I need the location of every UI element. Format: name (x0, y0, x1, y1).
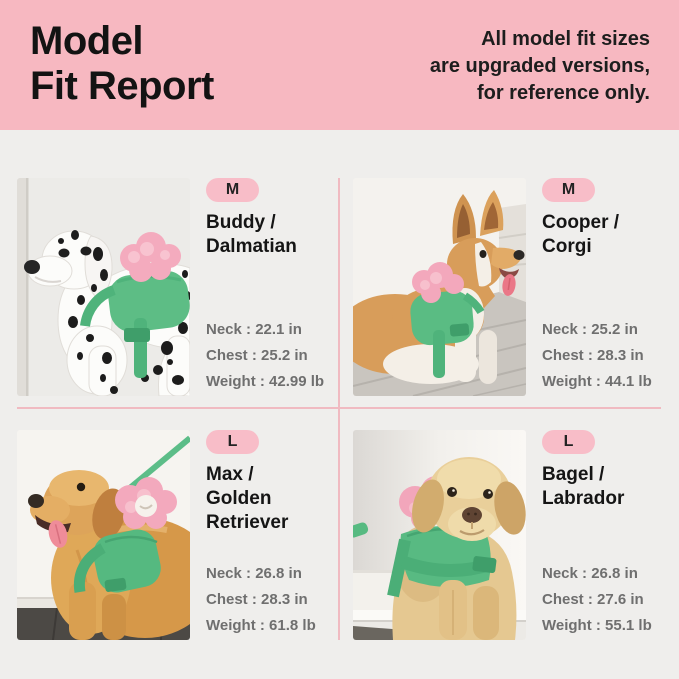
model-specs: Neck : 26.8 in Chest : 28.3 in Weight : … (206, 561, 338, 640)
header-note-line3: for reference only. (476, 82, 650, 104)
model-name: Buddy / Dalmatian (206, 212, 297, 257)
chest-spec: Chest : 25.2 in (206, 347, 308, 364)
size-badge: M (206, 178, 259, 202)
model-specs: Neck : 22.1 in Chest : 25.2 in Weight : … (206, 317, 338, 396)
model-info: M Buddy / Dalmatian Neck : 22.1 in Chest… (206, 178, 338, 396)
weight-spec: Weight : 42.99 lb (206, 373, 325, 390)
chest-spec: Chest : 28.3 in (206, 591, 308, 608)
header-note: All model fit sizes are upgraded version… (430, 26, 650, 107)
page-title-line2: Fit Report (30, 64, 214, 108)
header-note-line2: are upgraded versions, (429, 55, 650, 77)
weight-spec: Weight : 61.8 lb (206, 617, 316, 634)
model-info: L Bagel / Labrador Neck : 26.8 in Chest … (542, 430, 674, 640)
model-name: Cooper / Corgi (542, 212, 620, 257)
model-info: M Cooper / Corgi Neck : 25.2 in Chest : … (542, 178, 674, 396)
model-card-corgi: M Cooper / Corgi Neck : 25.2 in Chest : … (353, 178, 674, 396)
model-info: L Max / Golden Retriever Neck : 26.8 in … (206, 430, 338, 640)
model-card-golden-retriever: L Max / Golden Retriever Neck : 26.8 in … (17, 430, 338, 640)
model-specs: Neck : 25.2 in Chest : 28.3 in Weight : … (542, 317, 674, 396)
chest-spec: Chest : 27.6 in (542, 591, 644, 608)
model-name: Max / Golden Retriever (206, 464, 289, 533)
model-card-dalmatian: M Buddy / Dalmatian Neck : 22.1 in Chest… (17, 178, 338, 396)
weight-spec: Weight : 44.1 lb (542, 373, 652, 390)
model-card-labrador: L Bagel / Labrador Neck : 26.8 in Chest … (353, 430, 674, 640)
chest-spec: Chest : 28.3 in (542, 347, 644, 364)
neck-spec: Neck : 26.8 in (206, 565, 302, 582)
golden-retriever-photo (17, 430, 190, 640)
neck-spec: Neck : 25.2 in (542, 321, 638, 338)
page-title: Model Fit Report (30, 19, 214, 109)
page-title-line1: Model (30, 19, 144, 63)
vertical-divider (338, 178, 340, 640)
neck-spec: Neck : 22.1 in (206, 321, 302, 338)
neck-spec: Neck : 26.8 in (542, 565, 638, 582)
dalmatian-photo (17, 178, 190, 396)
header-banner: Model Fit Report All model fit sizes are… (0, 0, 679, 130)
model-specs: Neck : 26.8 in Chest : 27.6 in Weight : … (542, 561, 674, 640)
size-badge: M (542, 178, 595, 202)
header-note-line1: All model fit sizes (481, 28, 650, 50)
size-badge: L (206, 430, 259, 454)
corgi-photo (353, 178, 526, 396)
size-badge: L (542, 430, 595, 454)
model-name: Bagel / Labrador (542, 464, 625, 509)
weight-spec: Weight : 55.1 lb (542, 617, 652, 634)
labrador-photo (353, 430, 526, 640)
